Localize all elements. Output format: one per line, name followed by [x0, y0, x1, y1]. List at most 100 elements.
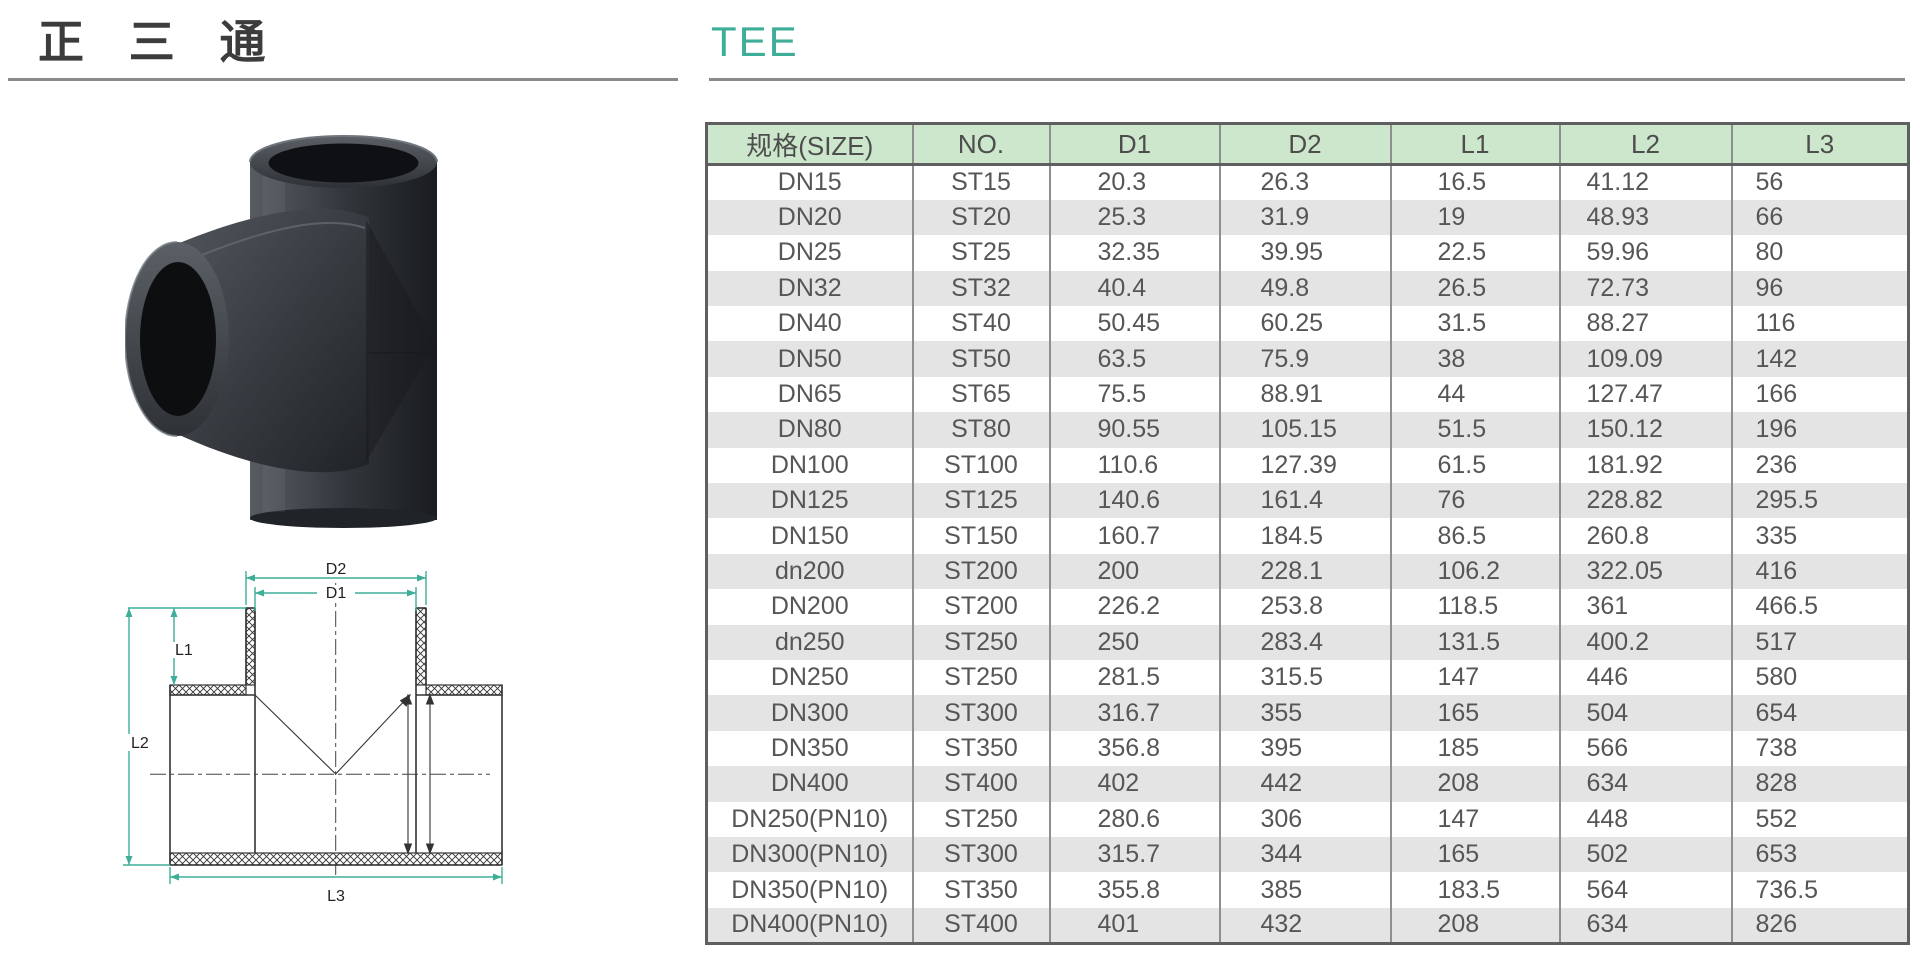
cell: 31.5 — [1389, 306, 1560, 342]
cell: DN80 — [777, 415, 842, 444]
cell: DN200 — [770, 592, 849, 621]
cell: 39.95 — [1218, 235, 1391, 271]
cell: 322.05 — [1558, 553, 1732, 590]
cell: 75.5 — [1048, 376, 1220, 413]
cell: 566 — [1558, 730, 1732, 767]
cell: 140.6 — [1048, 483, 1220, 519]
cell: DN25 — [777, 238, 842, 267]
cell: 165 — [1389, 836, 1560, 873]
cell: 283.4 — [1218, 624, 1391, 660]
cell: ST400 — [911, 766, 1050, 802]
cell: DN32 — [777, 273, 842, 302]
table-row: DN100 ST100 110.6 127.39 61.5 181.92 236 — [707, 447, 1909, 484]
cell: DN400 — [770, 769, 849, 798]
drawing-centerlines — [150, 583, 490, 875]
cell: ST300 — [911, 695, 1050, 731]
spec-table: 规格(SIZE) NO. D1 D2 L1 L2 L3 DN15 ST15 20.3 26.3 16… — [705, 122, 1910, 945]
cell: 448 — [1558, 801, 1732, 837]
cell: 208 — [1389, 766, 1560, 802]
cell: DN20 — [777, 203, 842, 232]
cell: DN100 — [770, 450, 849, 479]
cell: 31.9 — [1218, 199, 1391, 236]
cell: ST65 — [911, 376, 1050, 413]
cell: 564 — [1558, 872, 1732, 908]
table-row: DN50 ST50 63.5 75.9 38 109.09 142 — [706, 341, 1909, 377]
table-row: DN15 ST15 20.3 26.3 16.5 41.12 56 — [707, 164, 1909, 200]
column-header-1: NO. — [911, 123, 1050, 166]
cell: ST200 — [911, 553, 1050, 590]
cell: 161.4 — [1218, 483, 1391, 519]
cell: 236 — [1730, 447, 1909, 484]
cell: 208 — [1389, 907, 1560, 944]
table-row: DN80 ST80 90.55 105.15 51.5 150.12 196 — [706, 412, 1909, 448]
cell: 828 — [1730, 766, 1909, 802]
cell: 316.7 — [1048, 695, 1220, 731]
cell: 344 — [1218, 836, 1391, 873]
cell: 552 — [1730, 801, 1909, 837]
cell: 38 — [1389, 341, 1560, 377]
tee-photo-left-opening — [125, 241, 229, 437]
cell: 442 — [1218, 766, 1391, 802]
cell: dn200 — [774, 556, 845, 585]
cell: 280.6 — [1048, 801, 1220, 837]
cell: 49.8 — [1218, 270, 1391, 307]
cell: 147 — [1389, 659, 1560, 696]
cell: 228.82 — [1558, 483, 1732, 519]
cell: 315.7 — [1048, 836, 1220, 873]
cell: 335 — [1730, 518, 1909, 554]
tee-photo-top-opening — [249, 135, 438, 188]
cell: ST400 — [911, 907, 1050, 944]
cell: ST80 — [911, 412, 1050, 448]
cell: DN125 — [770, 486, 849, 515]
cell: ST250 — [911, 801, 1050, 837]
cell: 738 — [1730, 730, 1909, 767]
cell: DN350 — [770, 733, 849, 762]
cell: 226.2 — [1048, 589, 1220, 625]
spec-table-body: DN15 ST15 20.3 26.3 16.5 41.12 56 DN20 ST20 25.3 3… — [706, 164, 1909, 944]
cell: 166 — [1730, 376, 1909, 413]
cell: 61.5 — [1389, 447, 1560, 484]
cell: 106.2 — [1389, 553, 1560, 590]
drawing-dimension-labels: D2 D1 L1 L2 L3 — [127, 561, 355, 905]
cell: DN400(PN10) — [731, 910, 889, 939]
cell: 16.5 — [1389, 164, 1560, 200]
cell: DN150 — [770, 521, 849, 550]
cell: 160.7 — [1048, 518, 1220, 554]
table-row: DN40 ST40 50.45 60.25 31.5 88.27 116 — [707, 306, 1909, 342]
cell: 400.2 — [1558, 624, 1732, 660]
cell: 40.4 — [1048, 270, 1220, 307]
table-row: DN400 ST400 402 442 208 634 828 — [706, 766, 1909, 802]
cell: DN250 — [770, 663, 849, 692]
cell: 580 — [1730, 659, 1909, 696]
cell: 59.96 — [1558, 235, 1732, 271]
table-row: dn250 ST250 250 283.4 131.5 400.2 517 — [706, 624, 1909, 660]
dimension-drawing: D2 D1 L1 L2 L3 — [123, 561, 503, 905]
cell: 183.5 — [1389, 872, 1560, 908]
cell: 116 — [1730, 306, 1909, 342]
cell: 147 — [1389, 801, 1560, 837]
dim-label-d1: D1 — [326, 585, 347, 602]
cell: 41.12 — [1558, 164, 1732, 200]
cell: 295.5 — [1730, 483, 1909, 519]
column-header-3: D2 — [1218, 123, 1391, 166]
cell: 80 — [1730, 235, 1909, 271]
cell: DN15 — [777, 168, 842, 197]
column-header-2: D1 — [1048, 123, 1220, 166]
cell: DN65 — [777, 380, 842, 409]
table-row: DN350 ST350 356.8 395 185 566 738 — [707, 730, 1909, 767]
cell: 165 — [1389, 695, 1560, 731]
column-header-0: 规格(SIZE) — [706, 123, 913, 166]
cell: ST32 — [911, 270, 1050, 307]
cell: 446 — [1558, 659, 1732, 696]
cell: ST250 — [911, 659, 1050, 696]
table-row: DN65 ST65 75.5 88.91 44 127.47 166 — [707, 376, 1909, 413]
cell: 131.5 — [1389, 624, 1560, 660]
cell: ST40 — [911, 306, 1050, 342]
table-row: DN20 ST20 25.3 31.9 19 48.93 66 — [706, 199, 1909, 236]
cell: 66 — [1730, 199, 1909, 236]
cell: ST200 — [911, 589, 1050, 625]
cell: 22.5 — [1389, 235, 1560, 271]
cell: 228.1 — [1218, 553, 1391, 590]
table-row: DN32 ST32 40.4 49.8 26.5 72.73 96 — [706, 270, 1909, 307]
cell: 150.12 — [1558, 412, 1732, 448]
